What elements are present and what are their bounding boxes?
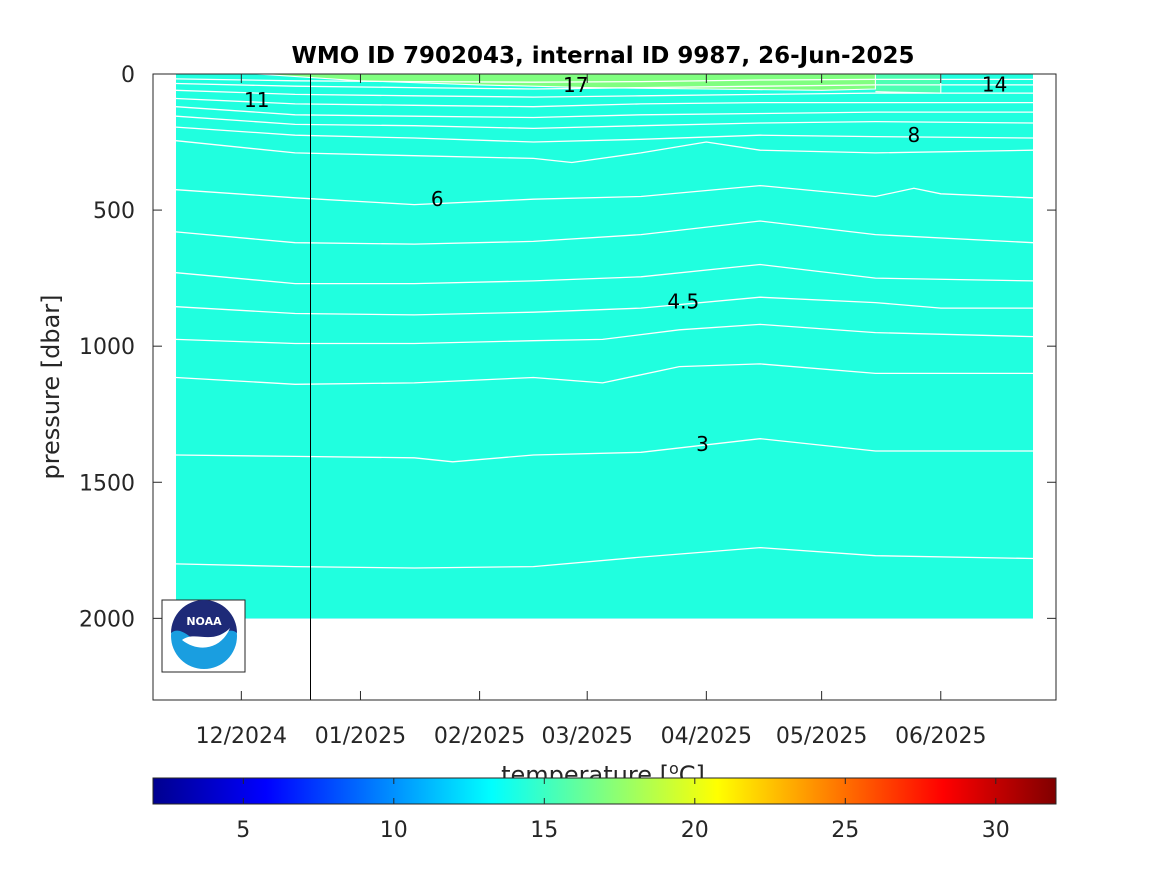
colorbar-tick-label: 25 (831, 818, 859, 843)
y-tick-label: 1500 (79, 471, 135, 496)
x-tick-label: 02/2025 (434, 724, 525, 749)
contour-labels-layer: 11 17 14 8 6 4.5 3 (244, 72, 1007, 456)
x-tick-label: 12/2024 (196, 724, 287, 749)
contour-line-3.5 (175, 438, 1033, 463)
contour-line-11 (175, 97, 1033, 108)
surface-warm-patch-1 (875, 74, 941, 94)
contour-line-6.5 (175, 184, 1034, 206)
contour-label: 6 (431, 187, 444, 211)
y-tick-label: 500 (93, 199, 135, 224)
colorbar-tick-label: 5 (236, 818, 250, 843)
y-tick-label: 1000 (79, 335, 135, 360)
contour-line-6 (175, 220, 1034, 245)
colorbar-ticks: 5 10 15 20 25 30 (236, 778, 1010, 843)
colorbar-label-degree: o (669, 759, 679, 778)
y-axis-label: pressure [dbar] (37, 294, 65, 479)
noaa-logo: NOAA (161, 599, 246, 673)
contour-label: 3 (696, 432, 709, 456)
noaa-logo-text: NOAA (186, 615, 222, 628)
x-tick-label: 01/2025 (315, 724, 406, 749)
x-tick-label: 03/2025 (542, 724, 633, 749)
surface-contour-0 (256, 74, 876, 91)
contour-line-4.5 (175, 323, 1034, 345)
contour-line-7 (175, 140, 1034, 164)
contour-label: 11 (244, 88, 269, 112)
contour-line-5.5 (175, 263, 1034, 285)
contour-label: 8 (908, 123, 921, 147)
contour-lines-layer (175, 74, 1034, 569)
temperature-fill-layer (176, 74, 1033, 619)
contour-label: 17 (563, 73, 588, 97)
temperature-band-16 (176, 74, 1033, 619)
colorbar-tick-label: 20 (681, 818, 709, 843)
y-tick-label: 0 (121, 63, 135, 88)
x-axis: 12/2024 01/2025 02/2025 03/2025 04/2025 05/20… (196, 74, 986, 749)
y-tick-label: 2000 (79, 607, 135, 632)
contour-line-5 (175, 296, 1033, 316)
y-axis: 0 500 1000 1500 2000 (79, 63, 1056, 632)
contour-line-8 (175, 126, 1034, 143)
colorbar-tick-label: 10 (380, 818, 408, 843)
colorbar-tick-label: 30 (982, 818, 1010, 843)
x-tick-label: 04/2025 (661, 724, 752, 749)
chart-title: WMO ID 7902043, internal ID 9987, 26-Jun… (291, 43, 914, 69)
contour-line-4 (175, 363, 1033, 385)
plot-axes-box (152, 73, 1057, 701)
contour-line-9 (175, 115, 1034, 130)
x-tick-label: 06/2025 (895, 724, 986, 749)
contour-line-12 (175, 89, 1033, 98)
contour-label: 4.5 (667, 289, 699, 313)
contour-line-3 (175, 546, 1034, 569)
contour-line-10 (175, 106, 1033, 119)
colorbar (152, 777, 1057, 805)
colorbar-tick-label: 15 (530, 818, 558, 843)
surface-contour-1 (875, 74, 942, 94)
contour-label: 14 (982, 72, 1007, 96)
contour-line-13 (175, 82, 1033, 90)
x-tick-label: 05/2025 (776, 724, 867, 749)
